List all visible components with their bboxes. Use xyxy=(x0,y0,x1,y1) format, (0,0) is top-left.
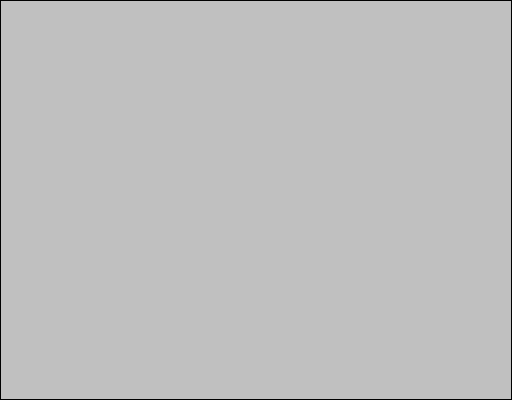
usage-chart xyxy=(0,0,512,400)
